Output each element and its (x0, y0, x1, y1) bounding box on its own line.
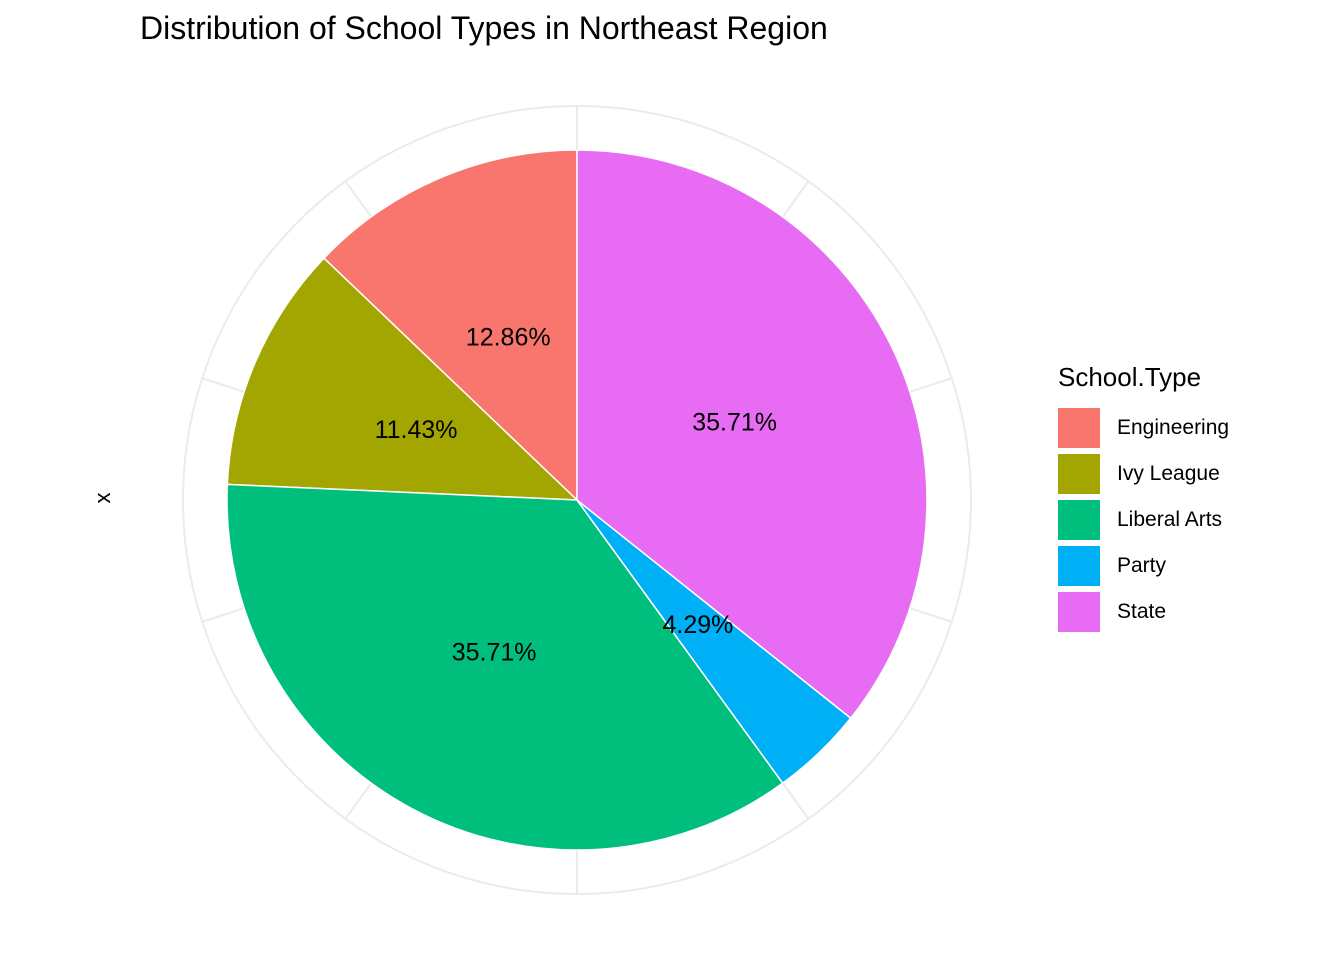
pie-slice-state (576, 149, 928, 720)
slice-label-party: 4.29% (663, 611, 734, 639)
legend-label: Engineering (1117, 416, 1230, 439)
legend-swatch (1058, 500, 1100, 540)
slice-label-state: 35.71% (692, 409, 777, 437)
pie-slice-ivy-league (226, 257, 579, 501)
grid-spoke (344, 180, 373, 218)
legend-label: Party (1117, 554, 1167, 577)
polar-grid (182, 105, 972, 895)
slice-labels: 12.86% 11.43% 35.71% 4.29% 35.71% (375, 324, 777, 667)
grid-spoke (909, 377, 953, 393)
legend-item: Engineering (1058, 405, 1229, 451)
legend-item: Ivy League (1058, 451, 1229, 497)
grid-spoke (344, 782, 373, 820)
legend-label: Liberal Arts (1117, 508, 1223, 531)
legend-label: State (1117, 600, 1167, 623)
legend-title: School.Type (1058, 362, 1202, 392)
legend-swatch (1058, 408, 1100, 448)
legend-swatch (1058, 454, 1100, 494)
grid-spoke (201, 607, 245, 623)
legend-item: Liberal Arts (1058, 497, 1229, 543)
grid-spoke (781, 180, 810, 218)
pie-slice-liberal-arts (226, 483, 784, 851)
legend-item: State (1058, 589, 1229, 635)
slice-label-engineering: 12.86% (466, 324, 551, 352)
legend-label: Ivy League (1117, 462, 1220, 485)
slice-label-liberal-arts: 35.71% (452, 639, 537, 667)
grid-spoke (201, 377, 245, 393)
legend-item: Party (1058, 543, 1229, 589)
legend: School.Type Engineering Ivy League Liberal… (1058, 362, 1229, 635)
grid-spoke (781, 782, 810, 820)
legend-items: Engineering Ivy League Liberal Arts Party St… (1058, 405, 1229, 635)
pie-slices (226, 149, 928, 851)
slice-label-ivy-league: 11.43% (375, 416, 458, 444)
chart-title: Distribution of School Types in Northeas… (140, 10, 828, 46)
legend-swatch (1058, 546, 1100, 586)
pie-slice-engineering (322, 149, 578, 502)
legend-swatch (1058, 592, 1100, 632)
grid-spoke (909, 607, 953, 623)
